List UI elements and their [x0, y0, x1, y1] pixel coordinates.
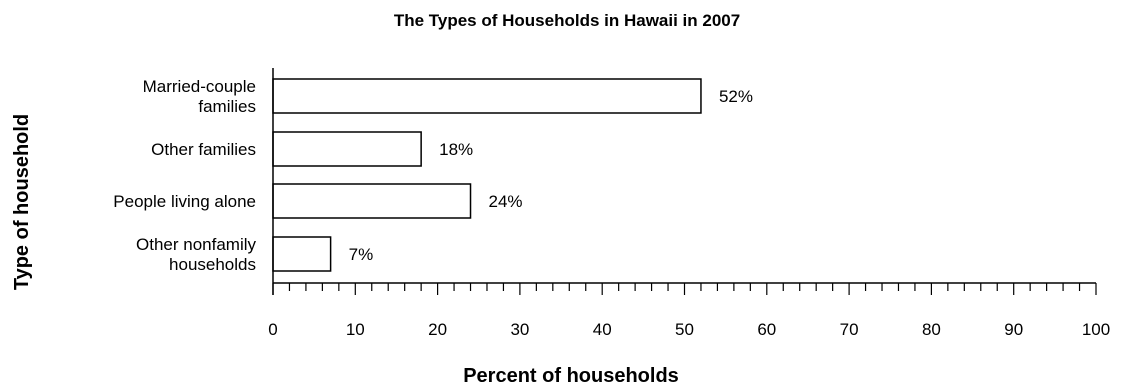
x-tick-label: 10	[346, 320, 365, 339]
x-tick-label: 80	[922, 320, 941, 339]
x-tick-label: 50	[675, 320, 694, 339]
category-label: Married-couple families	[143, 77, 256, 116]
x-tick-label: 60	[757, 320, 776, 339]
data-label: 52%	[719, 87, 753, 106]
x-axis-title: Percent of households	[463, 365, 679, 385]
bar	[272, 131, 422, 167]
category-label: Other families	[151, 140, 256, 159]
x-tick-label: 70	[840, 320, 859, 339]
category-label: Other nonfamily households	[136, 235, 256, 274]
data-label: 7%	[349, 245, 374, 264]
x-axis: 0 10 20 30 40 50 60 70 80 90 100	[268, 68, 1110, 339]
bar	[272, 78, 702, 114]
data-label: 24%	[489, 192, 523, 211]
x-tick-label: 0	[268, 320, 277, 339]
x-tick-label: 20	[428, 320, 447, 339]
x-tick-label: 100	[1082, 320, 1110, 339]
x-tick-label: 30	[510, 320, 529, 339]
x-tick-label: 90	[1004, 320, 1023, 339]
chart-title: The Types of Households in Hawaii in 200…	[394, 11, 740, 30]
y-axis-title: Type of household	[11, 114, 33, 290]
category-label: People living alone	[113, 192, 256, 211]
bars-layer: 52% Married-couple families 18% Other famili…	[113, 77, 753, 274]
data-label: 18%	[439, 140, 473, 159]
bar	[272, 236, 332, 272]
x-tick-label: 40	[593, 320, 612, 339]
bar	[272, 183, 472, 219]
